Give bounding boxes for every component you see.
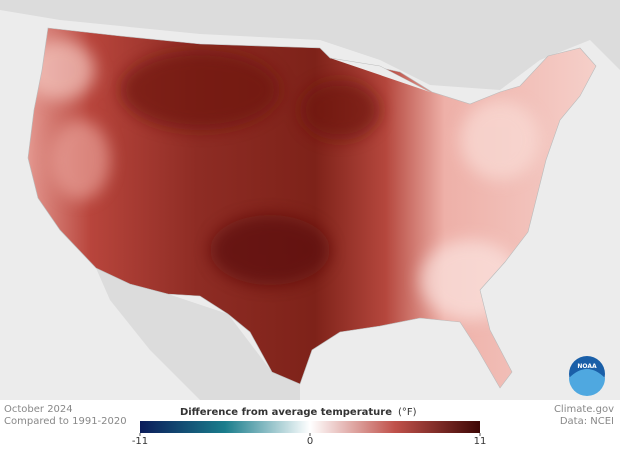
canada (0, 0, 620, 90)
colorbar (140, 421, 480, 433)
noaa-logo-wave (569, 369, 605, 396)
colorbar-tick-label: 11 (474, 436, 487, 447)
mexico (96, 268, 300, 400)
date: October 2024 (4, 404, 73, 415)
colorbar-tick-label: 0 (307, 436, 313, 447)
source: Data: NCEI (560, 416, 614, 427)
temperature-anomaly-map (28, 28, 596, 388)
great-lakes (329, 57, 431, 93)
legend-title: Difference from average temperature (180, 407, 392, 418)
colorbar-tick-label: -11 (132, 436, 148, 447)
baseline: Compared to 1991-2020 (4, 416, 127, 427)
logo-text: NOAA (577, 363, 597, 370)
credit: Climate.gov (554, 404, 614, 415)
legend-unit: (°F) (398, 407, 417, 418)
